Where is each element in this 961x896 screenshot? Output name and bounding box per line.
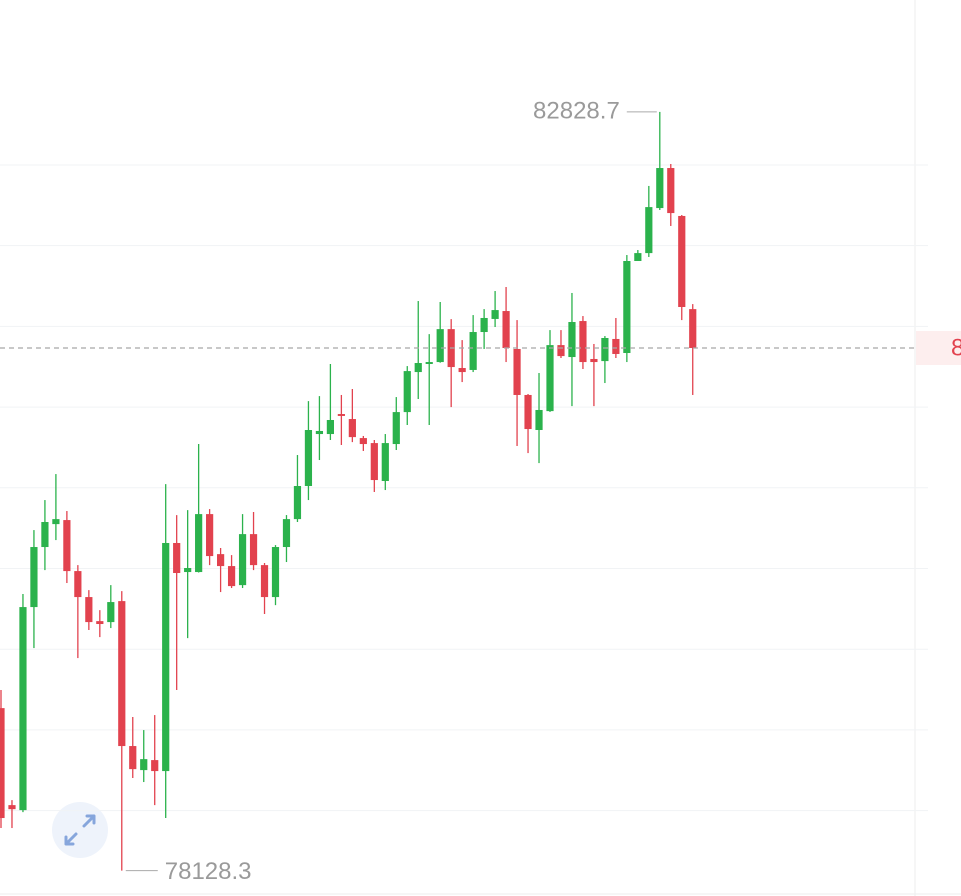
expand-button[interactable] [52, 802, 108, 858]
candle-body [260, 565, 269, 598]
candle-body [118, 601, 126, 747]
candle-body [249, 534, 258, 566]
max-label: 82828.7 [533, 97, 620, 124]
candle-body [217, 554, 225, 567]
candle-body [315, 430, 324, 435]
candle-body [535, 409, 543, 431]
candle-body [293, 486, 302, 520]
candle-body [656, 168, 664, 209]
candle-body [623, 261, 631, 354]
candle-body [271, 547, 280, 598]
candle-body [282, 519, 291, 548]
candle-body [689, 309, 697, 349]
candle-body [140, 759, 148, 771]
candle-body [667, 168, 675, 214]
candle-body [491, 310, 499, 319]
candle-body [381, 443, 389, 482]
candle-body [162, 542, 170, 772]
candle-body [458, 368, 466, 373]
candle-body [634, 253, 642, 262]
candle-body [8, 805, 16, 810]
candle-body [469, 332, 477, 370]
candle-body [524, 394, 532, 430]
candle-body [52, 519, 60, 525]
candle-body [590, 358, 598, 363]
candle-body [502, 311, 510, 349]
candle-body [96, 621, 104, 625]
candle-body [348, 419, 356, 438]
candle-body [337, 414, 345, 416]
candle-body [41, 522, 49, 548]
candle-body [85, 597, 93, 623]
candle-body [326, 419, 334, 435]
candle-body [392, 412, 400, 445]
candle-body [370, 443, 378, 481]
expand-icon[interactable] [64, 814, 96, 846]
candle-body [173, 542, 181, 574]
candle-body [227, 566, 236, 587]
candle-body [601, 337, 609, 362]
candle-body [403, 371, 411, 413]
candle-body [304, 430, 313, 487]
candle-body [19, 607, 27, 811]
candle-body [107, 602, 115, 623]
candle-body [513, 348, 521, 395]
candle-body [74, 571, 82, 598]
candle-body [546, 345, 554, 412]
candle-body [579, 321, 587, 363]
candle-body [195, 514, 203, 573]
candle-body [151, 760, 159, 772]
candle-body [436, 329, 444, 363]
candle-body [425, 362, 433, 364]
candle-body [612, 338, 620, 354]
candle-body [678, 215, 686, 308]
last-price-label: 81366 [951, 334, 961, 361]
candle-body [568, 322, 576, 358]
candle-body [238, 534, 247, 586]
candle-body [645, 207, 653, 254]
candle-body [184, 568, 192, 573]
candle-body [30, 547, 38, 608]
candle-body [63, 520, 71, 572]
last-price-tag [916, 331, 961, 366]
candle-body [557, 345, 565, 357]
candle-body [206, 514, 214, 557]
candle-body [359, 438, 367, 445]
candle-body [129, 746, 137, 770]
candle-body [414, 363, 422, 373]
min-label: 78128.3 [165, 858, 252, 885]
candle-body [0, 708, 5, 819]
candle-body [480, 317, 488, 333]
